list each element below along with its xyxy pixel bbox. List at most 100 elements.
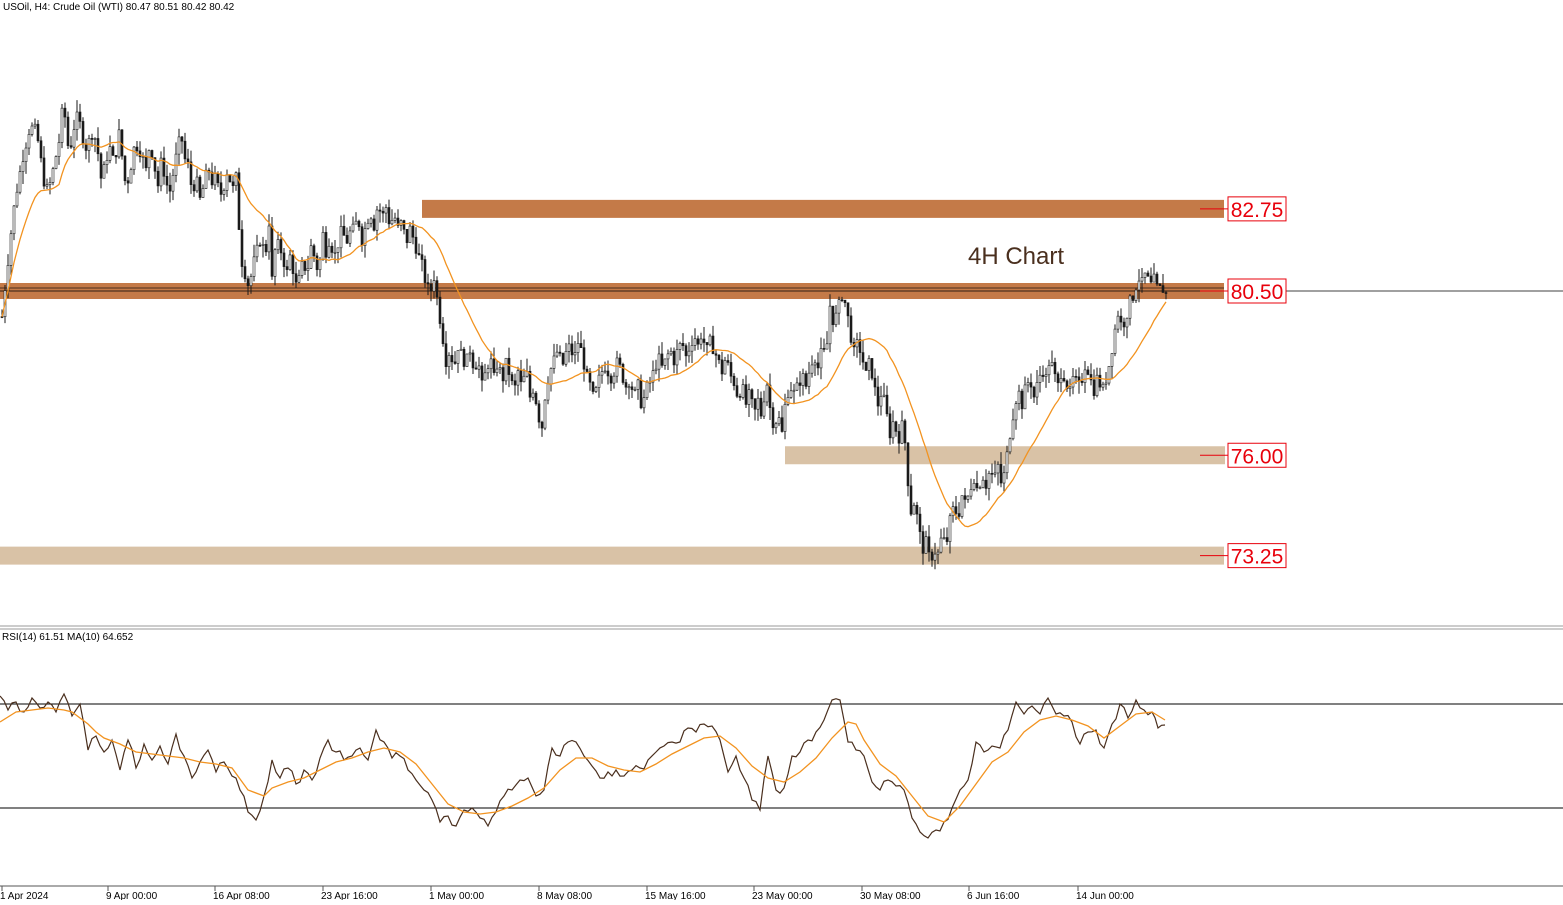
candle	[567, 334, 571, 363]
candle	[1095, 367, 1099, 398]
candle	[918, 506, 922, 544]
candle	[846, 302, 850, 328]
candle	[372, 214, 376, 232]
candle	[636, 378, 640, 400]
candle	[1155, 271, 1159, 287]
candle	[234, 171, 238, 191]
candle	[465, 353, 469, 367]
candle	[921, 525, 925, 565]
candle	[342, 214, 346, 236]
candle	[576, 332, 580, 362]
candle	[552, 343, 556, 374]
candle	[1092, 369, 1096, 400]
candle	[156, 166, 160, 193]
candle	[630, 381, 634, 398]
candle	[153, 157, 157, 179]
candle	[282, 247, 286, 278]
candle	[492, 347, 496, 376]
candle	[504, 357, 508, 385]
candle	[495, 360, 499, 377]
candle	[357, 219, 361, 231]
candle	[303, 260, 307, 276]
candle	[219, 171, 223, 202]
candle	[63, 102, 67, 128]
candle	[162, 146, 166, 185]
candle	[345, 227, 349, 245]
candle	[369, 217, 373, 228]
candle	[885, 385, 889, 417]
candle	[261, 236, 265, 258]
candle	[1125, 317, 1129, 339]
candle	[756, 388, 760, 421]
candle	[480, 362, 484, 392]
candle	[987, 470, 991, 501]
candle	[30, 122, 34, 137]
candle	[93, 137, 97, 153]
candle	[924, 530, 928, 554]
candle	[240, 220, 244, 278]
candle	[612, 372, 616, 389]
candle	[198, 174, 202, 201]
candle	[720, 351, 724, 381]
x-tick-label: 15 May 16:00	[645, 891, 706, 900]
candle	[501, 363, 505, 393]
candle	[183, 132, 187, 164]
candle	[693, 328, 697, 351]
candle	[993, 460, 997, 478]
candle	[798, 371, 802, 397]
candle	[681, 333, 685, 352]
candle	[816, 352, 820, 376]
candle	[1104, 371, 1108, 390]
candle	[729, 353, 733, 384]
candle	[1029, 373, 1033, 399]
candle	[831, 305, 835, 333]
candle	[711, 325, 715, 355]
candle	[1002, 465, 1006, 492]
candle	[618, 353, 622, 369]
candle	[42, 146, 46, 190]
candle	[276, 231, 280, 255]
candle	[459, 340, 463, 351]
candle	[843, 299, 847, 308]
candle	[966, 495, 970, 503]
candle	[651, 360, 655, 391]
candle	[534, 391, 538, 406]
candle	[498, 363, 502, 375]
candle	[432, 270, 436, 299]
candle	[294, 261, 298, 289]
candle	[558, 345, 562, 357]
x-tick-label: 6 Jun 16:00	[967, 891, 1020, 900]
candle	[963, 488, 967, 509]
candle	[348, 226, 352, 248]
candle	[747, 383, 751, 417]
candle	[750, 388, 754, 408]
candle	[387, 199, 391, 230]
candle	[21, 149, 25, 184]
candle	[753, 398, 757, 421]
candle	[381, 206, 385, 223]
candle	[405, 229, 409, 249]
candle	[180, 135, 184, 154]
chart-annotation-4h: 4H Chart	[968, 243, 1064, 270]
candle	[1119, 308, 1123, 331]
candle	[246, 275, 250, 296]
candle	[111, 144, 115, 156]
x-tick-label: 30 May 08:00	[860, 891, 921, 900]
candle	[354, 212, 358, 225]
candle	[906, 442, 910, 497]
candle	[483, 363, 487, 381]
candle	[33, 118, 37, 129]
candle	[1032, 385, 1036, 404]
x-tick-label: 1 Apr 2024	[0, 891, 49, 900]
candle	[228, 174, 232, 183]
candle	[789, 381, 793, 399]
candle	[972, 478, 976, 492]
candle	[780, 405, 784, 433]
symbol-info: USOil, H4: Crude Oil (WTI) 80.47 80.51 8…	[3, 2, 235, 13]
candle	[555, 344, 559, 358]
candle	[291, 250, 295, 286]
candle	[408, 221, 412, 244]
candle	[744, 375, 748, 408]
candle	[804, 370, 808, 390]
